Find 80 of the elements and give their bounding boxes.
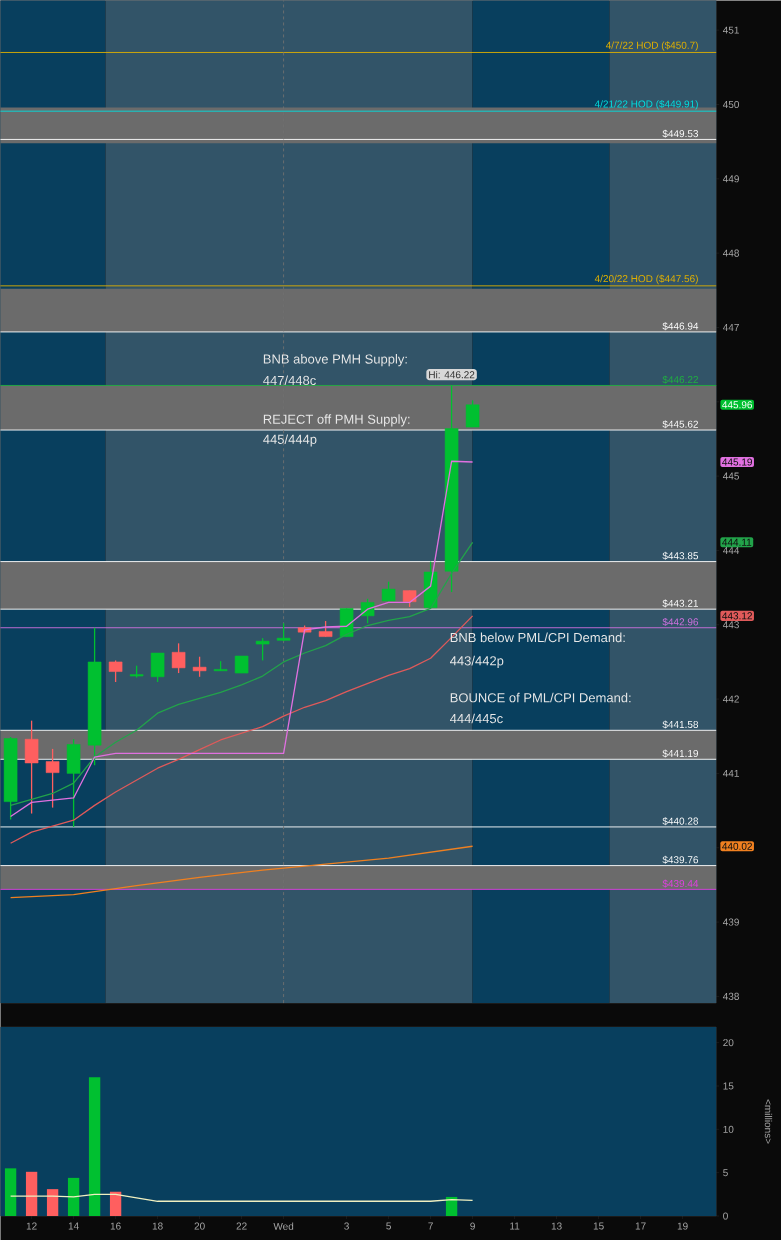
x-tick-label: 7 (428, 1222, 433, 1230)
ref-line-label: $446.22 (662, 375, 698, 384)
candlestick (255, 637, 270, 662)
x-tick-label: 17 (635, 1222, 646, 1230)
y-tick-label: 439 (722, 918, 739, 926)
text: 445.96 (722, 401, 752, 409)
bar (46, 1189, 59, 1216)
ref-line-label: 4/7/22 HOD ($450.7) (605, 41, 698, 51)
candlestick (45, 748, 60, 809)
candlestick (381, 581, 396, 602)
ref-line-label: 4/20/22 HOD ($447.56) (594, 274, 698, 285)
x-tick-label: 11 (510, 1222, 520, 1230)
y-axis-title: <millions> (764, 1099, 773, 1144)
ref-line-label: $439.76 (662, 855, 698, 864)
y-tick-label: 451 (722, 26, 739, 34)
ref-line-label: $446.94 (662, 322, 699, 331)
annotation: 444/445c (449, 713, 503, 724)
y-tick-label: 443 (722, 621, 739, 629)
annotation: BOUNCE of PML/CPI Demand: (450, 692, 631, 703)
ref-line-label: $441.58 (662, 720, 698, 729)
y-tick-label: 449 (722, 175, 739, 183)
ref-line-label: 4/21/22 HOD ($449.91) (594, 100, 698, 110)
text: 443.12 (722, 612, 752, 620)
bar (25, 1171, 38, 1216)
annotation: Hi: 446.22 (429, 370, 475, 379)
ref-line-label: $443.21 (662, 599, 698, 608)
ref-line-label: $445.62 (662, 420, 698, 429)
x-tick-label: Wed (273, 1222, 294, 1230)
x-tick-label: 13 (551, 1222, 562, 1230)
x-tick-label: 5 (386, 1222, 391, 1230)
bar (4, 1168, 17, 1216)
x-tick-label: 19 (677, 1222, 688, 1230)
y-tick-label: 442 (722, 695, 739, 703)
bar (109, 1191, 122, 1216)
bar (88, 1077, 101, 1216)
bar (445, 1196, 458, 1216)
annotation: BNB below PML/CPI Demand: (450, 632, 625, 643)
x-tick-label: 22 (236, 1222, 247, 1230)
candlestick (465, 399, 480, 428)
candlestick (150, 652, 165, 683)
candlestick (24, 719, 39, 815)
annotation: 443/442p (449, 655, 504, 668)
y-tick-label: 447 (722, 324, 739, 331)
text: 440.02 (722, 842, 752, 850)
ref-line-label: $449.53 (662, 129, 698, 138)
x-tick-label: 15 (593, 1222, 604, 1230)
y-tick-label: 0 (723, 1212, 728, 1220)
x-tick-label: 14 (68, 1222, 79, 1230)
text: 445.19 (722, 458, 752, 466)
candlestick (192, 656, 207, 678)
y-tick-label: 20 (723, 1039, 734, 1047)
annotation: BNB above PMH Supply: (263, 354, 407, 367)
ref-line-label: $439.44 (662, 879, 699, 888)
x-tick-label: 12 (26, 1222, 37, 1230)
annotation: 447/448c (263, 375, 316, 386)
annotation: REJECT off PMH Supply: (263, 414, 410, 427)
y-tick-label: 10 (723, 1125, 734, 1133)
y-tick-label: 438 (722, 992, 739, 1000)
y-tick-label: 448 (722, 249, 739, 257)
x-tick-label: 20 (194, 1222, 205, 1230)
x-tick-label: 18 (152, 1222, 163, 1230)
ref-line-label: $442.96 (662, 617, 698, 627)
candlestick (108, 659, 123, 683)
x-tick-label: 16 (110, 1222, 121, 1230)
ref-line-label: $443.85 (662, 551, 698, 560)
candlestick (171, 642, 186, 674)
y-tick-label: 441 (722, 769, 739, 777)
ref-line-label: $440.28 (662, 817, 698, 826)
candlestick (360, 598, 375, 624)
y-tick-label: 15 (723, 1082, 734, 1090)
ref-line-label: $441.19 (662, 749, 698, 758)
bar (67, 1177, 80, 1216)
y-tick-label: 444 (722, 547, 740, 554)
annotation: 445/444p (263, 434, 317, 447)
text: 444.11 (722, 538, 752, 546)
x-tick-label: 9 (470, 1222, 475, 1230)
y-tick-label: 445 (722, 472, 739, 480)
x-tick-label: 3 (344, 1222, 349, 1230)
y-tick-label: 450 (722, 100, 739, 109)
y-tick-label: 5 (723, 1169, 728, 1177)
